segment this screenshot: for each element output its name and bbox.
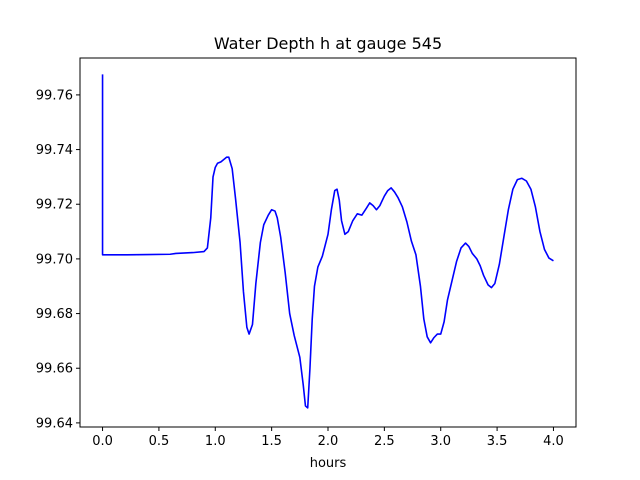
x-tick-label: 0.5 bbox=[149, 434, 170, 449]
x-tick-label: 2.5 bbox=[374, 434, 395, 449]
x-tick-label: 1.0 bbox=[205, 434, 226, 449]
y-tick-label: 99.74 bbox=[36, 143, 73, 158]
y-tick-label: 99.66 bbox=[36, 362, 73, 377]
x-tick-label: 1.5 bbox=[261, 434, 282, 449]
y-tick-label: 99.68 bbox=[36, 307, 73, 322]
x-axis-label: hours bbox=[310, 456, 347, 471]
y-axis: 99.64 99.66 99.68 99.70 99.72 99.74 99.76 bbox=[36, 88, 80, 431]
x-tick-label: 0.0 bbox=[92, 434, 113, 449]
series-line-0 bbox=[101, 74, 554, 409]
x-tick-label: 4.0 bbox=[543, 434, 564, 449]
plot-frame bbox=[79, 57, 577, 428]
y-tick-label: 99.64 bbox=[36, 416, 73, 431]
y-tick-label: 99.76 bbox=[36, 88, 73, 103]
x-tick-label: 3.0 bbox=[430, 434, 451, 449]
x-tick-label: 2.0 bbox=[318, 434, 339, 449]
y-tick-label: 99.70 bbox=[36, 252, 73, 267]
x-tick-label: 3.5 bbox=[487, 434, 508, 449]
y-tick-label: 99.72 bbox=[36, 198, 73, 213]
plot-area bbox=[79, 57, 577, 428]
x-axis: 0.0 0.5 1.0 1.5 2.0 2.5 3.0 3.5 4.0 bbox=[92, 427, 564, 449]
chart-title: Water Depth h at gauge 545 bbox=[214, 34, 442, 53]
